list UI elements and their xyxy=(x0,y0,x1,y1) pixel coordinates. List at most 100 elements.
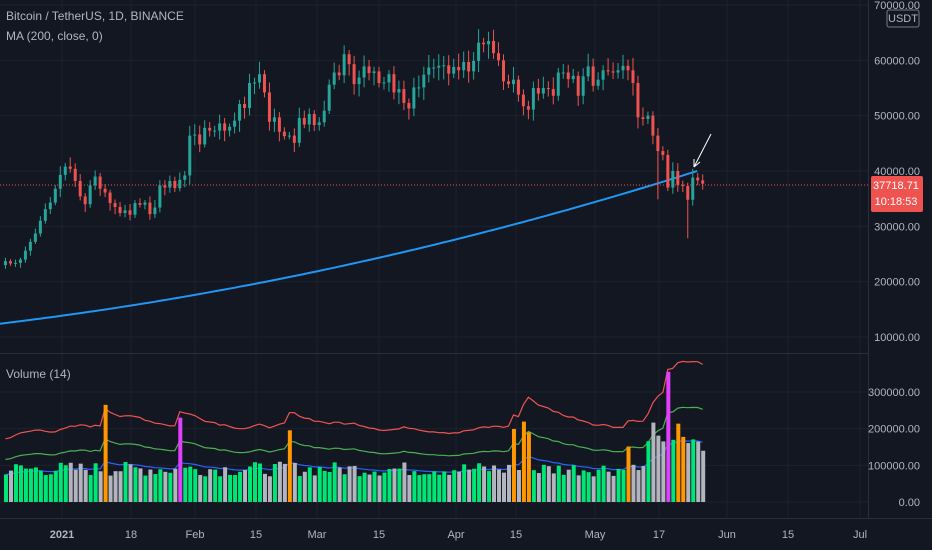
volume-bar xyxy=(78,463,83,502)
candle-body xyxy=(113,203,117,207)
volume-bar xyxy=(671,439,676,502)
volume-bar xyxy=(631,464,636,502)
volume-bar xyxy=(681,436,686,502)
candle-body xyxy=(123,210,127,214)
volume-bar xyxy=(362,472,367,502)
time-tick-label: 15 xyxy=(510,529,522,541)
volume-bar xyxy=(487,471,492,502)
time-tick-label: Apr xyxy=(447,529,464,541)
candle-body xyxy=(591,66,595,86)
volume-bar xyxy=(233,475,238,502)
candle-body xyxy=(606,70,610,72)
volume-bar xyxy=(656,435,661,502)
volume-bar xyxy=(183,467,188,502)
volume-bar xyxy=(467,469,472,502)
volume-tick-label: 0.00 xyxy=(899,497,920,509)
candle-body xyxy=(178,179,182,189)
candle-body xyxy=(282,131,286,137)
volume-bar xyxy=(516,470,521,502)
volume-bar xyxy=(238,471,243,502)
candle-body xyxy=(347,54,351,65)
candle-body xyxy=(686,185,690,200)
volume-bar xyxy=(193,469,198,502)
candle-body xyxy=(188,135,192,176)
volume-bar xyxy=(641,466,646,502)
time-scale[interactable]: 2021 18 Feb 15 Mar 15 Apr 15 May 17 Jun 15 Jul xyxy=(50,529,867,541)
volume-bar xyxy=(307,467,312,502)
volume-bar xyxy=(686,443,691,502)
candle-body xyxy=(432,67,436,69)
volume-bar xyxy=(561,474,566,502)
volume-bar xyxy=(536,473,541,502)
annotation-arrow[interactable] xyxy=(693,133,712,168)
ma-indicator-label[interactable]: MA (200, close, 0) xyxy=(6,29,103,43)
volume-bar xyxy=(168,472,173,502)
volume-bar xyxy=(113,471,118,502)
candle-body xyxy=(541,88,545,94)
volume-bar xyxy=(248,466,253,502)
symbol-title[interactable]: Bitcoin / TetherUS, 1D, BINANCE xyxy=(6,9,184,23)
volume-bar xyxy=(272,463,277,502)
volume-bar xyxy=(412,471,417,502)
candle-body xyxy=(696,177,700,181)
candle-body xyxy=(377,71,381,84)
volume-bar xyxy=(257,463,262,502)
volume-bar xyxy=(626,446,631,502)
candle-body xyxy=(387,74,391,83)
volume-bar xyxy=(591,476,596,502)
candle-body xyxy=(143,202,147,205)
time-tick-label: 2021 xyxy=(50,529,74,541)
price-tick-label: 40000.00 xyxy=(874,166,920,178)
volume-indicator-label[interactable]: Volume (14) xyxy=(6,367,71,381)
volume-bar xyxy=(347,466,352,502)
candle-body xyxy=(546,88,550,90)
candle-body xyxy=(407,102,411,109)
time-tick-label: Feb xyxy=(186,529,205,541)
candle-body xyxy=(238,104,242,121)
volume-bar xyxy=(392,468,397,502)
volume-bar xyxy=(342,474,347,502)
candle-body xyxy=(78,180,82,197)
candle-body xyxy=(253,82,256,84)
volume-bar xyxy=(417,475,422,502)
volume-band-mid xyxy=(5,406,703,460)
price-scale[interactable]: 70000.00 60000.00 50000.00 40000.00 30000.00… xyxy=(874,0,920,344)
volume-bar xyxy=(322,470,327,502)
volume-bar xyxy=(292,462,297,502)
candle-body xyxy=(243,104,247,108)
volume-scale[interactable]: 300000.00 200000.00 100000.00 0.00 xyxy=(868,387,920,509)
volume-bar xyxy=(636,470,641,502)
volume-bar xyxy=(701,450,706,502)
volume-bar xyxy=(153,474,158,502)
candle-body xyxy=(447,65,451,74)
volume-bar xyxy=(148,469,153,502)
volume-bar xyxy=(581,470,586,502)
volume-bar xyxy=(302,471,307,502)
candle-body xyxy=(4,261,7,266)
volume-bar xyxy=(472,468,477,502)
candle-body xyxy=(442,65,446,67)
candle-body xyxy=(676,171,680,185)
volume-bar xyxy=(511,428,516,502)
volume-bar xyxy=(506,464,511,502)
candle-body xyxy=(133,203,137,215)
volume-bar xyxy=(312,475,317,502)
price-tick-label: 50000.00 xyxy=(874,111,920,123)
volume-bar xyxy=(422,474,427,502)
volume-bar xyxy=(68,462,73,502)
price-tick-label: 30000.00 xyxy=(874,221,920,233)
candle-body xyxy=(198,134,202,145)
volume-bar xyxy=(133,467,138,502)
candle-body xyxy=(382,82,386,84)
ma200-line xyxy=(0,170,698,325)
volume-bar xyxy=(621,469,626,502)
candle-body xyxy=(18,259,22,263)
volume-bar xyxy=(98,471,103,502)
volume-bar xyxy=(452,470,457,502)
volume-bar xyxy=(88,475,93,502)
currency-badge[interactable] xyxy=(886,9,920,28)
volume-bar xyxy=(223,467,228,502)
candle-body xyxy=(108,192,112,204)
